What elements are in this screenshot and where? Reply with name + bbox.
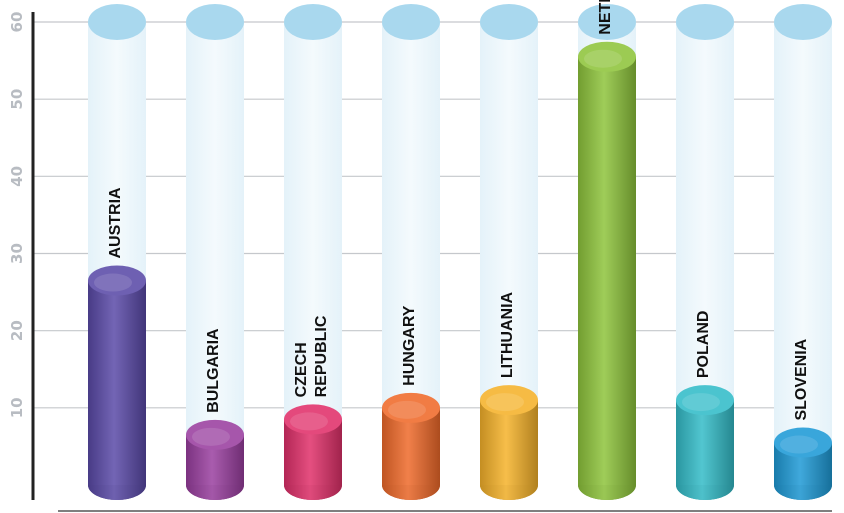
bar-1 <box>186 419 244 500</box>
tube-cap-3 <box>382 4 440 40</box>
category-labels: AUSTRIA BULGARIA CZECH REPUBLIC HUNGARY LITHU… <box>107 0 810 421</box>
tube-cap-7 <box>774 4 832 40</box>
bar-top-highlight <box>388 400 426 419</box>
category-label: NETHERLANDS <box>597 0 614 35</box>
category-label: REPUBLIC <box>313 315 330 397</box>
bar-base <box>676 470 734 500</box>
y-tick-label: 60 <box>8 12 26 33</box>
y-tick-label: 50 <box>8 89 26 110</box>
bar-2 <box>284 404 342 500</box>
bar-base <box>578 470 636 500</box>
bar-7 <box>774 427 832 500</box>
bar-top-highlight <box>780 435 818 454</box>
category-label: AUSTRIA <box>107 187 124 259</box>
tube-cap-2 <box>284 4 342 40</box>
tube-cap-6 <box>676 4 734 40</box>
bar-body <box>88 280 146 485</box>
category-label: LITHUANIA <box>499 291 516 378</box>
tube-cap-0 <box>88 4 146 40</box>
category-label: HUNGARY <box>401 305 418 386</box>
bar-0 <box>88 265 146 500</box>
bar-base <box>480 470 538 500</box>
bar-base <box>382 470 440 500</box>
bar-base <box>186 470 244 500</box>
bars <box>88 41 832 500</box>
tube-1 <box>186 22 244 485</box>
category-label: POLAND <box>695 311 712 379</box>
tube-cap-1 <box>186 4 244 40</box>
y-tick-label: 10 <box>8 397 26 418</box>
bar-4 <box>480 385 538 500</box>
bar-body <box>578 56 636 485</box>
bar-top-highlight <box>682 393 720 412</box>
bar-top-highlight <box>290 412 328 431</box>
category-label: CZECH <box>293 342 310 397</box>
y-tick-label: 30 <box>8 243 26 264</box>
tube-cap-5 <box>578 4 636 40</box>
bar-top-highlight <box>94 273 132 292</box>
bar-top-highlight <box>192 427 230 446</box>
bar-top-highlight <box>486 393 524 412</box>
bar-6 <box>676 385 734 500</box>
y-tick-label: 20 <box>8 320 26 341</box>
bar-base <box>284 470 342 500</box>
tube-cap-4 <box>480 4 538 40</box>
y-axis: 10 20 30 40 50 60 <box>8 12 832 512</box>
bar-3 <box>382 392 440 500</box>
category-label: SLOVENIA <box>793 338 810 420</box>
bar-base <box>774 470 832 500</box>
bar-5 <box>578 41 636 500</box>
bar-top-highlight <box>584 49 622 68</box>
tube-7 <box>774 22 832 485</box>
bar-base <box>88 470 146 500</box>
category-label: BULGARIA <box>205 328 222 413</box>
y-tick-label: 40 <box>8 166 26 187</box>
